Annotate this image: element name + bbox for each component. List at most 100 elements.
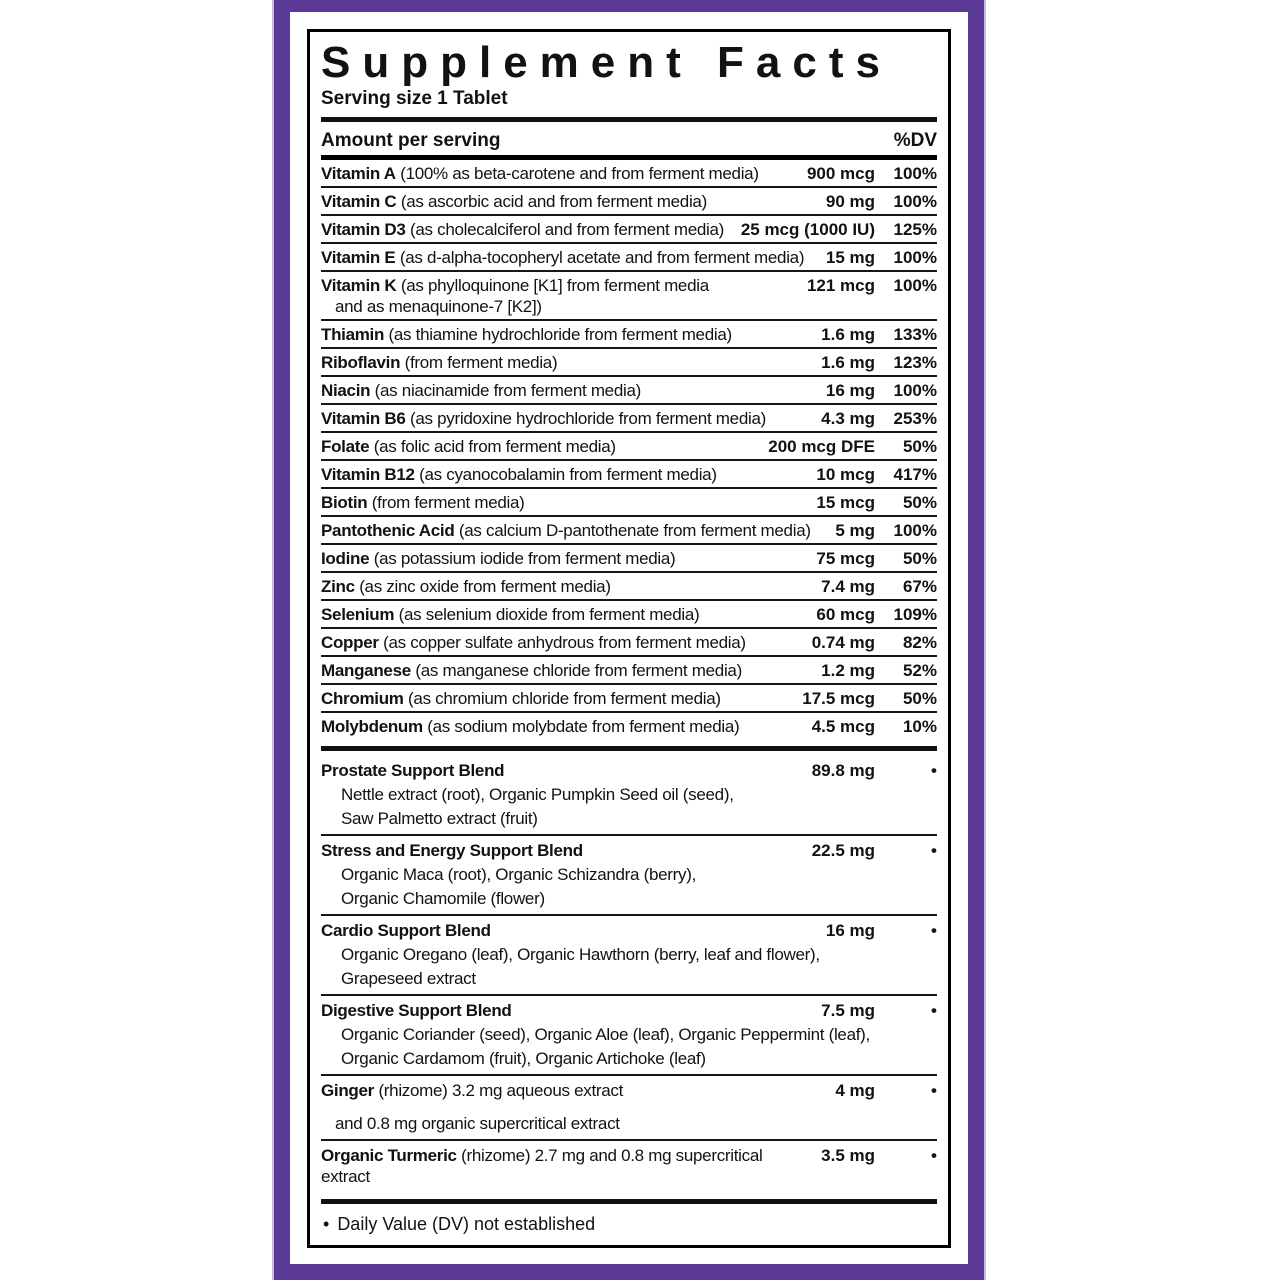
blend-header: Cardio Support Blend 16 mg • [321, 920, 937, 941]
nutrient-name: Zinc [321, 576, 355, 596]
nutrient-description: Vitamin K (as phylloquinone [K1] from fe… [321, 275, 803, 317]
blend-name: Digestive Support Blend [321, 1000, 512, 1020]
nutrient-source: (as phylloquinone [K1] from ferment medi… [400, 275, 709, 295]
nutrient-description: Vitamin D3 (as cholecalciferol and from … [321, 219, 737, 240]
blend-dv-bullet: • [931, 920, 937, 940]
nutrient-row: Manganese (as manganese chloride from fe… [321, 654, 937, 683]
nutrient-description: Manganese (as manganese chloride from fe… [321, 660, 817, 681]
blend-detail: (rhizome) 3.2 mg aqueous extract [378, 1080, 624, 1100]
nutrient-dv: 50% [902, 436, 937, 456]
blend-header: Organic Turmeric (rhizome) 2.7 mg and 0.… [321, 1145, 937, 1187]
nutrient-table: Vitamin A (100% as beta-carotene and fro… [321, 160, 937, 739]
nutrient-row: Niacin (as niacinamide from ferment medi… [321, 374, 937, 403]
nutrient-amount: 200 mcg DFE [768, 436, 875, 456]
blend-ingredients-line: Nettle extract (root), Organic Pumpkin S… [341, 784, 734, 804]
nutrient-amount: 10 mcg [816, 464, 875, 484]
nutrient-source: (from ferment media) [371, 492, 525, 512]
nutrient-source: (as sodium molybdate from ferment media) [427, 716, 740, 736]
blend-name: Organic Turmeric [321, 1145, 457, 1165]
nutrient-name: Niacin [321, 380, 371, 400]
blend-description: Cardio Support Blend [321, 920, 822, 941]
nutrient-dv: 100% [893, 163, 937, 183]
nutrient-row: Thiamin (as thiamine hydrochloride from … [321, 318, 937, 347]
nutrient-dv: 109% [893, 604, 937, 624]
nutrient-row: Iodine (as potassium iodide from ferment… [321, 542, 937, 571]
blend-row: Cardio Support Blend 16 mg • Organic Oregan… [321, 913, 937, 994]
nutrient-source: (as selenium dioxide from ferment media) [398, 604, 700, 624]
nutrient-dv: 100% [893, 247, 937, 267]
nutrient-amount: 900 mcg [806, 163, 875, 183]
nutrient-dv: 50% [902, 548, 937, 568]
blend-ingredients-line: Organic Cardamom (fruit), Organic Artich… [341, 1048, 706, 1068]
blend-ingredients-line: Organic Chamomile (flower) [341, 888, 545, 908]
nutrient-name: Vitamin K [321, 275, 397, 295]
nutrient-description: Vitamin C (as ascorbic acid and from fer… [321, 191, 822, 212]
blend-amount: 4 mg [835, 1080, 875, 1100]
nutrient-row: Vitamin K (as phylloquinone [K1] from fe… [321, 269, 937, 319]
nutrient-dv: 417% [893, 464, 937, 484]
nutrient-row: Biotin (from ferment media) 15 mcg 50% [321, 486, 937, 515]
nutrient-dv: 253% [893, 408, 937, 428]
nutrient-amount: 25 mcg (1000 IU) [740, 219, 875, 239]
blend-table: Prostate Support Blend 89.8 mg • Nettle ext… [321, 756, 937, 1192]
nutrient-dv: 100% [893, 275, 937, 295]
nutrient-name: Iodine [321, 548, 370, 568]
blend-ingredients-line: Grapeseed extract [341, 968, 476, 988]
nutrient-row: Vitamin A (100% as beta-carotene and fro… [321, 160, 937, 186]
nutrient-row: Zinc (as zinc oxide from ferment media) 7… [321, 570, 937, 599]
nutrient-name: Riboflavin [321, 352, 401, 372]
nutrient-dv: 123% [893, 352, 937, 372]
nutrient-row: Pantothenic Acid (as calcium D-pantothen… [321, 514, 937, 543]
nutrient-amount: 4.5 mcg [811, 716, 875, 736]
nutrient-name: Vitamin E [321, 247, 396, 267]
nutrient-source: (from ferment media) [404, 352, 558, 372]
blend-ingredients-line: Saw Palmetto extract (fruit) [341, 808, 538, 828]
nutrient-amount: 16 mg [825, 380, 875, 400]
nutrient-source: (as zinc oxide from ferment media) [359, 576, 611, 596]
blend-amount: 3.5 mg [821, 1145, 875, 1165]
nutrient-dv: 100% [893, 380, 937, 400]
nutrient-dv: 50% [902, 688, 937, 708]
blend-detail: (rhizome) 2.7 mg and 0.8 mg supercritica… [321, 1145, 763, 1186]
blend-row: Digestive Support Blend 7.5 mg • Organic Co… [321, 993, 937, 1074]
nutrient-row: Molybdenum (as sodium molybdate from fer… [321, 710, 937, 739]
blend-dv-bullet: • [931, 1145, 937, 1165]
nutrient-source: (as cyanocobalamin from ferment media) [419, 464, 717, 484]
nutrient-amount: 90 mg [825, 191, 875, 211]
blend-ingredients-line: Organic Oregano (leaf), Organic Hawthorn… [341, 944, 820, 964]
nutrient-row: Vitamin E (as d-alpha-tocopheryl acetate… [321, 241, 937, 270]
blend-dv-bullet: • [931, 840, 937, 860]
nutrient-source: (as thiamine hydrochloride from ferment … [388, 324, 733, 344]
blend-description: Prostate Support Blend [321, 760, 808, 781]
blend-description: Organic Turmeric (rhizome) 2.7 mg and 0.… [321, 1145, 817, 1187]
nutrient-amount: 17.5 mcg [802, 688, 875, 708]
nutrient-source: (as d-alpha-tocopheryl acetate and from … [399, 247, 805, 267]
divider-bar-top [321, 117, 937, 122]
blend-name: Stress and Energy Support Blend [321, 840, 583, 860]
blend-amount: 22.5 mg [811, 840, 875, 860]
blend-row: Prostate Support Blend 89.8 mg • Nettle ext… [321, 756, 937, 834]
nutrient-row: Vitamin C (as ascorbic acid and from fer… [321, 185, 937, 214]
nutrient-source: (as ascorbic acid and from ferment media… [400, 191, 707, 211]
nutrient-source: (as calcium D-pantothenate from ferment … [458, 520, 811, 540]
nutrient-description: Folate (as folic acid from ferment media… [321, 436, 764, 457]
footnote-text: Daily Value (DV) not established [337, 1214, 596, 1234]
nutrient-name: Folate [321, 436, 370, 456]
nutrient-description: Vitamin A (100% as beta-carotene and fro… [321, 163, 803, 184]
nutrient-row: Vitamin D3 (as cholecalciferol and from … [321, 213, 937, 242]
nutrient-name: Chromium [321, 688, 404, 708]
blend-dv-bullet: • [931, 760, 937, 780]
blend-name: Ginger [321, 1080, 374, 1100]
nutrient-source: (as potassium iodide from ferment media) [373, 548, 676, 568]
nutrient-name: Molybdenum [321, 716, 423, 736]
footnote: • Daily Value (DV) not established [321, 1209, 937, 1237]
blend-header: Digestive Support Blend 7.5 mg • [321, 1000, 937, 1021]
nutrient-description: Biotin (from ferment media) [321, 492, 812, 513]
blend-amount: 16 mg [825, 920, 875, 940]
nutrient-description: Thiamin (as thiamine hydrochloride from … [321, 324, 817, 345]
nutrient-source: (100% as beta-carotene and from ferment … [400, 163, 759, 183]
nutrient-source: (as folic acid from ferment media) [373, 436, 616, 456]
nutrient-name: Thiamin [321, 324, 385, 344]
nutrient-source: (as cholecalciferol and from ferment med… [410, 219, 725, 239]
blend-dv-bullet: • [931, 1000, 937, 1020]
